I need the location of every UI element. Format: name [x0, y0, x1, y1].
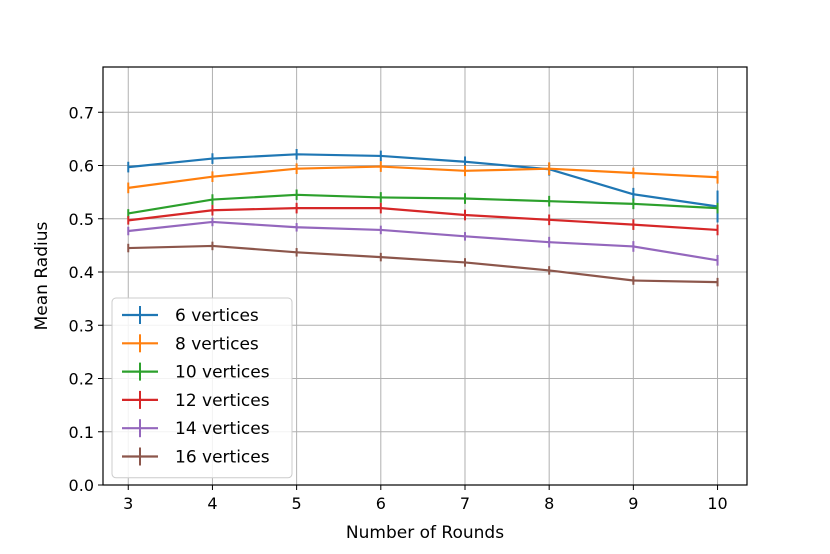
series-12-vertices [127, 202, 719, 236]
legend-item: 8 vertices [122, 334, 259, 354]
y-tick-label: 0.4 [69, 263, 94, 282]
y-tick-label: 0.6 [69, 157, 94, 176]
series-10-vertices [127, 189, 719, 218]
legend: 6 vertices 8 vertices 10 vertices 12 vertic… [111, 297, 293, 479]
legend-item: 16 vertices [122, 447, 270, 468]
x-tick-label: 8 [544, 494, 554, 513]
legend-item: 6 vertices [122, 306, 259, 326]
y-tick-label: 0.3 [69, 316, 94, 335]
series-layer [127, 149, 719, 287]
legend-label: 14 vertices [175, 419, 270, 439]
series-14-vertices [127, 217, 719, 266]
x-tick-label: 3 [123, 494, 133, 513]
x-axis-label: Number of Rounds [346, 523, 504, 543]
series-line [128, 207, 718, 232]
y-axis-label: Mean Radius [32, 222, 52, 331]
axis-ticks: 3 4 5 6 7 8 9 10 0.0 0.1 0.2 0.3 0.4 0.5 0.6 0.7 [69, 103, 728, 513]
series-line [128, 153, 718, 208]
x-tick-label: 10 [707, 494, 727, 513]
legend-item: 10 vertices [122, 362, 270, 383]
y-tick-label: 0.5 [69, 210, 94, 229]
x-tick-label: 6 [376, 494, 386, 513]
x-tick-label: 9 [628, 494, 638, 513]
series-16-vertices [127, 241, 719, 287]
x-tick-label: 5 [292, 494, 302, 513]
y-tick-label: 0.1 [69, 423, 94, 442]
series-line [128, 193, 718, 215]
plot-frame [102, 66, 748, 486]
y-tick-label: 0.0 [69, 476, 94, 495]
series-8-vertices [127, 161, 719, 194]
x-tick-label: 7 [460, 494, 470, 513]
series-line [128, 244, 718, 284]
y-tick-label: 0.2 [69, 370, 94, 389]
legend-item: 14 vertices [122, 419, 270, 439]
legend-label: 6 vertices [175, 306, 259, 326]
legend-label: 8 vertices [175, 334, 259, 354]
series-line [128, 165, 718, 189]
legend-item: 12 vertices [122, 390, 270, 411]
y-tick-label: 0.7 [69, 103, 94, 122]
legend-label: 10 vertices [175, 363, 270, 383]
series-line [128, 220, 718, 262]
legend-label: 12 vertices [175, 391, 270, 411]
legend-label: 16 vertices [175, 448, 270, 468]
x-tick-label: 4 [207, 494, 217, 513]
